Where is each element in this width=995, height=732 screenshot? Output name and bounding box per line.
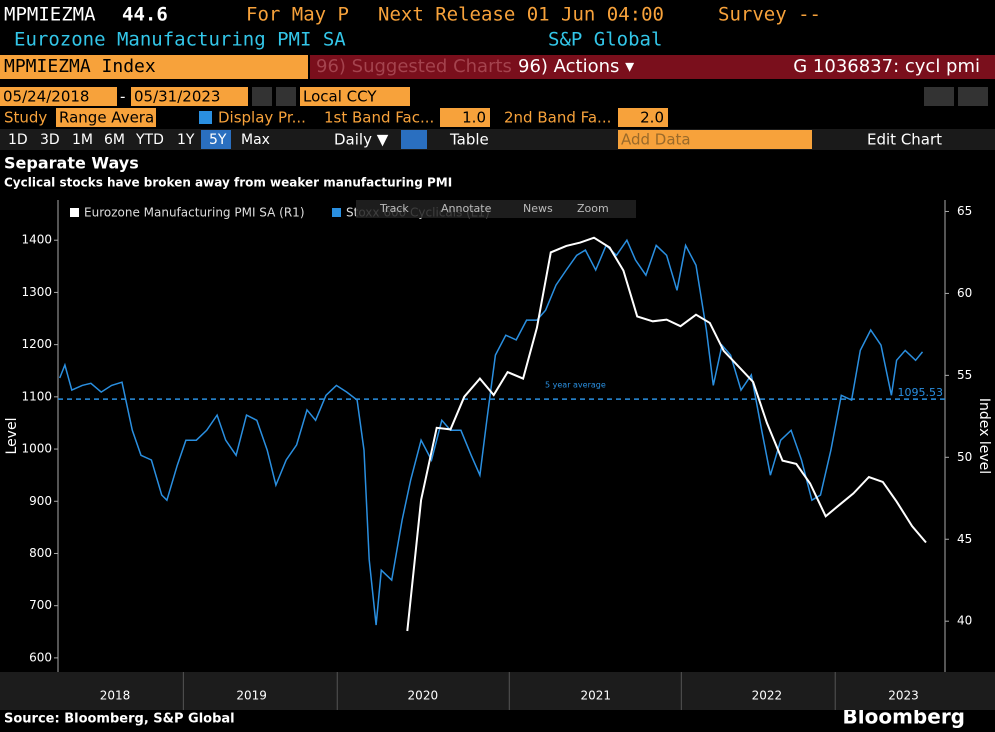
x-tick-label: 2018 — [100, 689, 131, 703]
add-data-box[interactable] — [618, 130, 812, 149]
period-selected — [201, 130, 231, 149]
source: Source: Bloomberg, S&P Global — [4, 712, 235, 727]
period-button[interactable]: 3D — [40, 132, 60, 148]
period-button[interactable]: Max — [241, 132, 270, 148]
y-tick-label: 600 — [29, 650, 52, 664]
tool-button[interactable]: Zoom — [577, 202, 609, 215]
undo[interactable] — [924, 87, 954, 106]
band2-label: 2nd Band Fa... — [504, 109, 611, 127]
date-dash: - — [120, 88, 125, 106]
table-button[interactable]: Table — [449, 131, 489, 149]
band1: 1.0 — [462, 109, 486, 127]
y2-tick-label: 50 — [957, 450, 972, 464]
y2-tick-label: 45 — [957, 532, 972, 546]
currency: Local CCY — [303, 88, 377, 106]
y-tick-label: 1400 — [21, 233, 52, 247]
end-date-box[interactable] — [131, 87, 248, 106]
y-tick-label: 1300 — [21, 285, 52, 299]
band2-box[interactable] — [618, 108, 668, 127]
source-name: S&P Global — [548, 29, 662, 51]
y-tick-label: 1000 — [21, 442, 52, 456]
band1-label: 1st Band Fac... — [324, 109, 434, 127]
x-tick-label: 2019 — [236, 689, 267, 703]
actions[interactable]: 96) Actions ▾ — [518, 56, 634, 77]
tool-button[interactable]: Track — [379, 202, 409, 215]
period-button[interactable]: 6M — [104, 132, 125, 148]
x-tick-label: 2020 — [408, 689, 439, 703]
x-tick-label: 2022 — [752, 689, 783, 703]
add-data: Add Data — [621, 131, 691, 149]
band2: 2.0 — [640, 109, 664, 127]
tool-button[interactable]: Annotate — [441, 202, 492, 215]
period-button[interactable]: 5Y — [209, 132, 227, 148]
chart-id: G 1036837: cycl pmi — [793, 56, 980, 77]
y-tick-label: 900 — [29, 494, 52, 508]
security: MPMIEZMA Index — [4, 56, 156, 77]
average-label: 5 year average — [545, 381, 606, 390]
next-button[interactable] — [276, 87, 296, 106]
study-label: Study — [4, 109, 47, 127]
chart-subtitle: Cyclical stocks have broken away from we… — [4, 176, 452, 190]
tool-bar — [356, 200, 636, 218]
chart-title: Separate Ways — [4, 154, 139, 173]
display: Display Pr... — [218, 109, 306, 127]
y-tick-label: 1200 — [21, 337, 52, 351]
toolbar — [310, 55, 995, 79]
description: Eurozone Manufacturing PMI SA — [14, 29, 346, 51]
x-tick-label: 2023 — [888, 689, 919, 703]
line-button[interactable] — [401, 130, 427, 149]
legend-swatch — [70, 208, 79, 217]
y2-tick-label: 65 — [957, 204, 972, 218]
period-button[interactable]: YTD — [135, 132, 164, 148]
series-line — [406, 236, 927, 632]
y-tick-label: 1100 — [21, 389, 52, 403]
period-button[interactable]: 1Y — [177, 132, 195, 148]
currency-box[interactable] — [300, 87, 410, 106]
period-button[interactable]: 1M — [72, 132, 93, 148]
legend-label: Eurozone Manufacturing PMI SA (R1) — [84, 206, 305, 220]
start-date-box[interactable] — [0, 87, 117, 106]
end-date: 05/31/2023 — [134, 88, 220, 106]
ticker: MPMIEZMA — [4, 4, 96, 26]
average-value: 1095.53 — [898, 386, 944, 399]
period: For May P — [246, 4, 349, 26]
y-tick-label: 800 — [29, 546, 52, 560]
study-box[interactable] — [56, 108, 156, 127]
band1-box[interactable] — [440, 108, 490, 127]
checkbox[interactable] — [199, 111, 212, 124]
suggested-charts[interactable]: 96) Suggested Charts — [316, 56, 512, 77]
next-release: Next Release 01 Jun 04:00 — [378, 4, 664, 26]
y-tick-label: 700 — [29, 598, 52, 612]
study: Range Avera — [59, 109, 154, 127]
y2-axis-label: Index level — [976, 398, 992, 474]
x-tick-label: 2021 — [580, 689, 611, 703]
y2-tick-label: 40 — [957, 614, 972, 628]
prev-button[interactable] — [252, 87, 272, 106]
survey: Survey -- — [718, 4, 821, 26]
edit-chart[interactable]: Edit Chart — [867, 131, 942, 149]
x-axis-band — [0, 672, 995, 710]
y-axis-label: Level — [4, 418, 20, 455]
tool-button[interactable]: News — [523, 202, 553, 215]
frequency[interactable]: Daily ▼ — [334, 131, 389, 149]
redo[interactable] — [958, 87, 988, 106]
start-date: 05/24/2018 — [3, 88, 89, 106]
last-value: 44.6 — [122, 4, 168, 26]
y2-tick-label: 60 — [957, 286, 972, 300]
security-box[interactable] — [0, 55, 308, 79]
legend-swatch — [332, 208, 341, 217]
series-line — [59, 238, 924, 626]
period-button[interactable]: 1D — [8, 132, 28, 148]
y2-tick-label: 55 — [957, 368, 972, 382]
